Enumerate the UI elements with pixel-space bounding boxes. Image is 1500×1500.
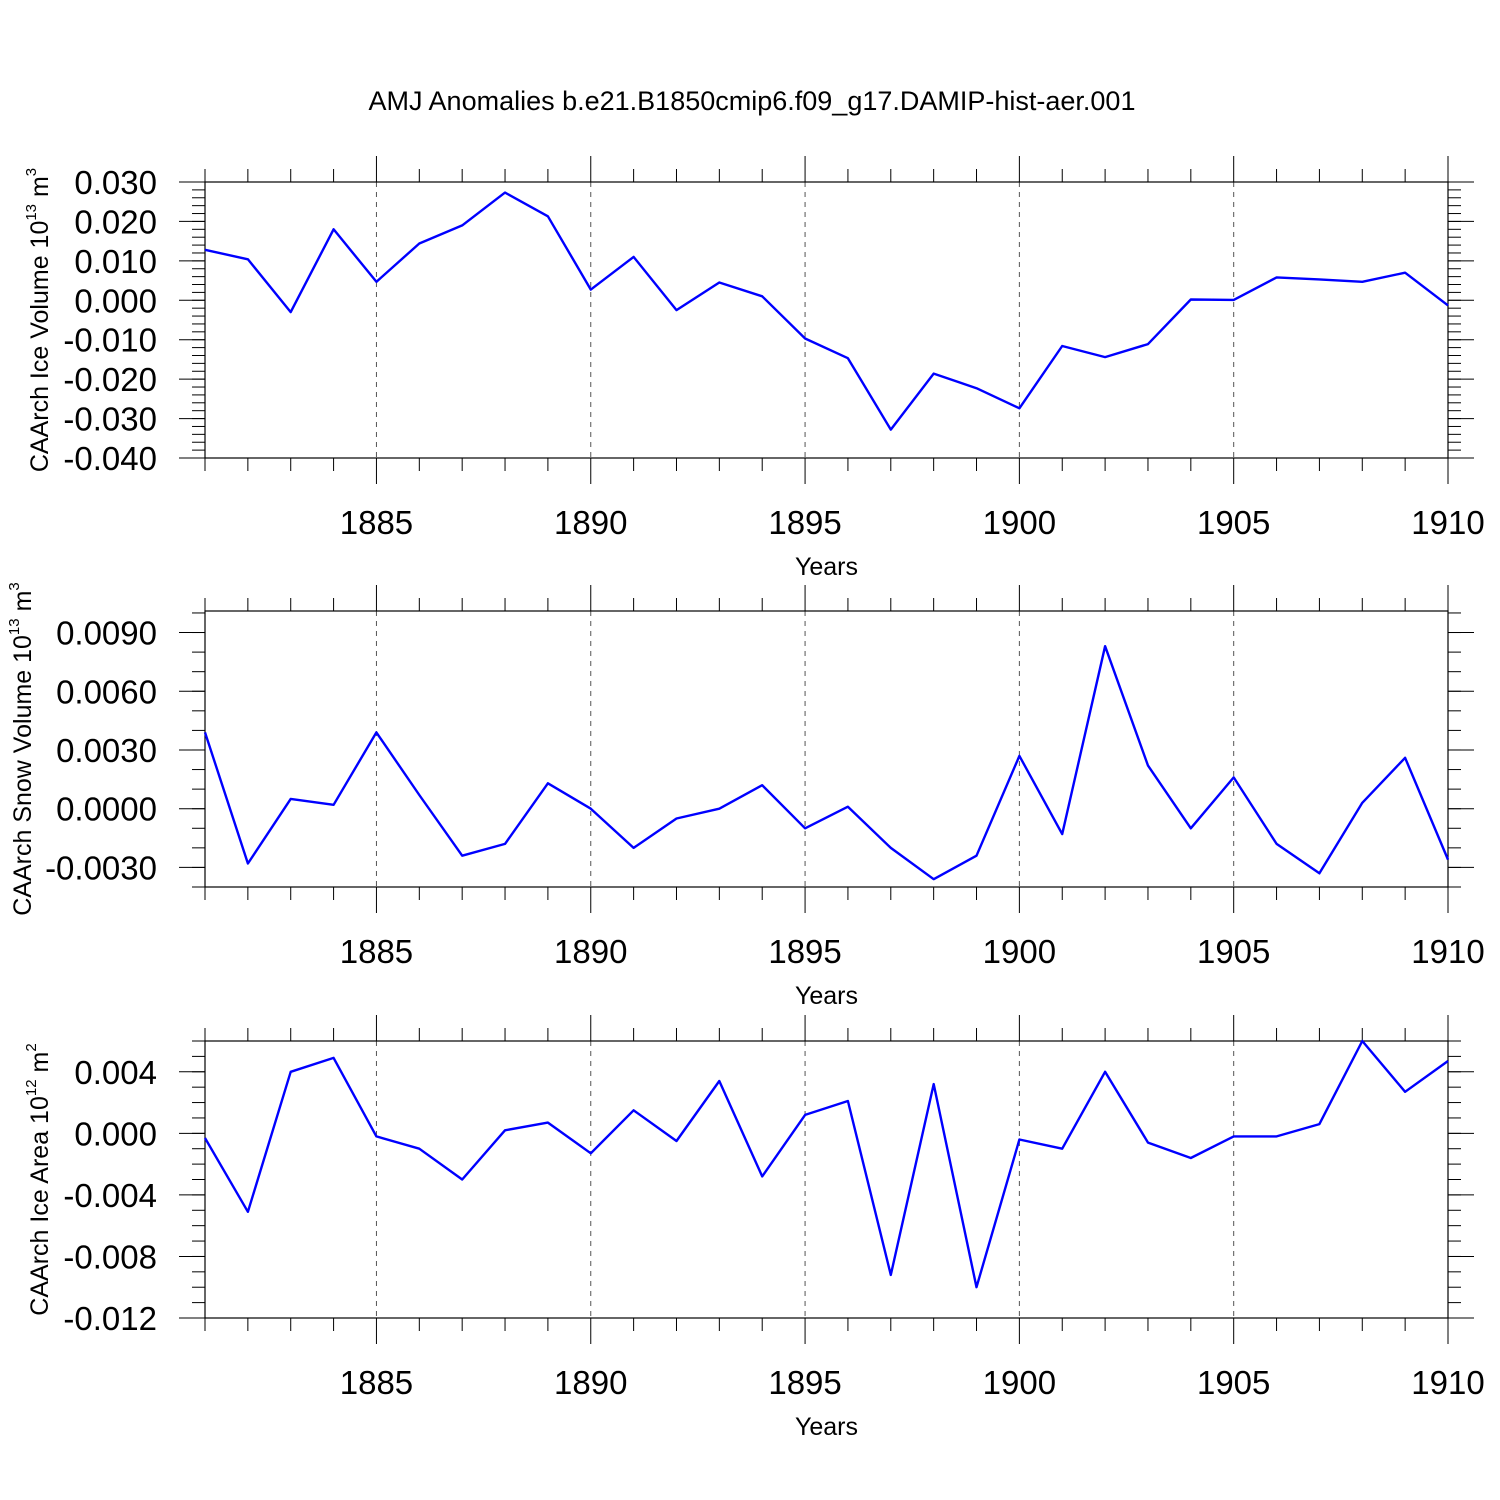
x-tick-label: 1890 (554, 504, 627, 541)
x-tick-label: 1890 (554, 933, 627, 970)
y-axis-label: CAArch Ice Area 1012 m2 (23, 1043, 54, 1315)
plot-frame (204, 1040, 1449, 1319)
x-tick-label: 1895 (768, 504, 841, 541)
y-tick-label: -0.030 (63, 401, 157, 438)
x-tick-label: 1895 (768, 1364, 841, 1401)
panel-snow-volume: CAArch Snow Volume 1013 m3 Years 1885 189… (6, 582, 1485, 1010)
y-tick-label: 0.030 (74, 164, 157, 201)
y-tick-label: -0.004 (63, 1177, 157, 1214)
y-tick-label: -0.008 (63, 1238, 157, 1275)
x-tick-label: 1895 (768, 933, 841, 970)
x-tick-label: 1905 (1197, 1364, 1270, 1401)
y-tick-label: 0.0060 (56, 673, 157, 710)
y-tick-label: 0.010 (74, 243, 157, 280)
y-tick-label: 0.0030 (56, 732, 157, 769)
plot-frame (204, 181, 1449, 459)
y-tick-label: 0.004 (74, 1054, 157, 1091)
x-tick-label: 1890 (554, 1364, 627, 1401)
y-tick-label: -0.010 (63, 322, 157, 359)
x-tick-label: 1910 (1411, 504, 1484, 541)
panel-ice-area: CAArch Ice Area 1012 m2 Years 1885 1890 18… (23, 1015, 1485, 1441)
x-tick-label: 1910 (1411, 1364, 1484, 1401)
x-tick-label: 1905 (1197, 504, 1270, 541)
series-line (203, 645, 1450, 881)
x-tick-label: 1885 (340, 1364, 413, 1401)
y-tick-label: -0.0030 (45, 849, 157, 886)
series-line (204, 191, 1449, 431)
y-tick-label: 0.020 (74, 203, 157, 240)
y-axis-label: CAArch Snow Volume 1013 m3 (6, 582, 37, 916)
chart-title: AMJ Anomalies b.e21.B1850cmip6.f09_g17.D… (369, 86, 1136, 116)
x-axis-label: Years (795, 553, 858, 581)
x-tick-label: 1900 (983, 1364, 1056, 1401)
x-tick-label: 1885 (340, 504, 413, 541)
y-tick-label: 0.000 (74, 1115, 157, 1152)
x-axis-label: Years (795, 1413, 858, 1441)
x-axis-label: Years (795, 982, 858, 1010)
y-tick-label: -0.012 (63, 1300, 157, 1337)
x-tick-label: 1905 (1197, 933, 1270, 970)
y-tick-label: -0.040 (63, 440, 157, 477)
plot-frame (204, 610, 1449, 888)
panel-ice-volume: CAArch Ice Volume 1013 m3 Years 1885 1890… (23, 156, 1485, 581)
y-tick-label: 0.000 (74, 282, 157, 319)
series-line (203, 1039, 1449, 1289)
y-tick-label: 0.0000 (56, 791, 157, 828)
x-tick-label: 1900 (983, 504, 1056, 541)
x-tick-label: 1885 (340, 933, 413, 970)
x-tick-label: 1900 (983, 933, 1056, 970)
x-tick-label: 1910 (1411, 933, 1484, 970)
y-axis-label: CAArch Ice Volume 1013 m3 (23, 168, 54, 472)
y-tick-label: 0.0090 (56, 615, 157, 652)
y-tick-label: -0.020 (63, 361, 157, 398)
